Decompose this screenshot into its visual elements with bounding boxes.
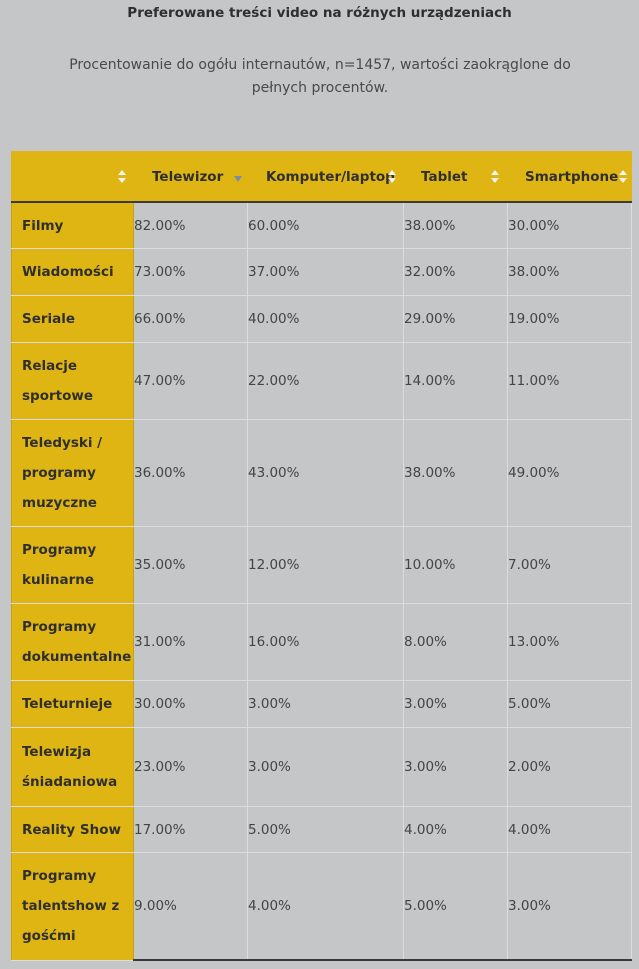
row-label: Programy kulinarne [11,526,134,604]
table-cell: 3.00% [403,727,508,807]
table-cell: 17.00% [133,806,248,853]
row-label: Relacje sportowe [11,342,134,420]
table-cell: 8.00% [403,603,508,681]
table-row: Programy dokumentalne 31.00% 16.00% 8.00… [11,603,632,681]
table-cell: 14.00% [403,342,508,420]
table-cell: 38.00% [507,248,632,296]
table-cell: 49.00% [507,419,632,527]
column-header-komputer[interactable]: Komputer/laptop [247,151,404,203]
sort-arrows-icon[interactable] [619,168,627,186]
table-cell: 47.00% [133,342,248,420]
table-cell: 22.00% [247,342,404,420]
table-cell: 29.00% [403,295,508,343]
row-label: Reality Show [11,806,134,853]
table-cell: 5.00% [403,852,508,961]
table-header-row: Telewizor Komputer/laptop Tablet Smartph… [11,151,632,203]
table-cell: 11.00% [507,342,632,420]
table-cell: 4.00% [403,806,508,853]
column-header-category[interactable] [11,151,134,203]
sort-arrows-icon[interactable] [388,168,396,186]
table-cell: 36.00% [133,419,248,527]
table-cell: 40.00% [247,295,404,343]
column-header-label: Telewizor [152,169,224,185]
table-cell: 60.00% [247,201,404,249]
table-cell: 66.00% [133,295,248,343]
table-row: Reality Show 17.00% 5.00% 4.00% 4.00% [11,806,632,853]
row-label: Filmy [11,201,134,249]
table-row: Teleturnieje 30.00% 3.00% 3.00% 5.00% [11,680,632,728]
table-cell: 5.00% [507,680,632,728]
table-cell: 38.00% [403,201,508,249]
sort-arrows-icon[interactable] [118,168,126,186]
table-row: Telewizja śniadaniowa 23.00% 3.00% 3.00%… [11,727,632,807]
table-cell: 2.00% [507,727,632,807]
column-header-label: Tablet [421,169,468,185]
table-cell: 4.00% [247,852,404,961]
row-label: Wiadomości [11,248,134,296]
table-cell: 13.00% [507,603,632,681]
table-cell: 19.00% [507,295,632,343]
sort-arrows-icon[interactable] [491,168,499,186]
table-cell: 3.00% [403,680,508,728]
table-row: Relacje sportowe 47.00% 22.00% 14.00% 11… [11,342,632,420]
table-cell: 23.00% [133,727,248,807]
table-row: Teledyski / programy muzyczne 36.00% 43.… [11,419,632,527]
table-row: Programy kulinarne 35.00% 12.00% 10.00% … [11,526,632,604]
table-row: Seriale 66.00% 40.00% 29.00% 19.00% [11,295,632,343]
row-label: Telewizja śniadaniowa [11,727,134,807]
column-header-tablet[interactable]: Tablet [403,151,508,203]
table-cell: 10.00% [403,526,508,604]
table-cell: 37.00% [247,248,404,296]
table-cell: 16.00% [247,603,404,681]
table-row: Filmy 82.00% 60.00% 38.00% 30.00% [11,201,632,249]
table-cell: 12.00% [247,526,404,604]
table-cell: 43.00% [247,419,404,527]
column-header-telewizor[interactable]: Telewizor [133,151,248,203]
table-row: Wiadomości 73.00% 37.00% 32.00% 38.00% [11,248,632,296]
table-cell: 73.00% [133,248,248,296]
table-cell: 32.00% [403,248,508,296]
row-label: Programy dokumentalne [11,603,134,681]
table-cell: 3.00% [247,727,404,807]
table-cell: 82.00% [133,201,248,249]
table-row: Programy talentshow z gośćmi 9.00% 4.00%… [11,852,632,961]
table-cell: 3.00% [507,852,632,961]
column-header-label: Komputer/laptop [266,169,395,185]
table-cell: 3.00% [247,680,404,728]
sort-descending-icon[interactable] [234,176,242,182]
row-label: Teleturnieje [11,680,134,728]
row-label: Teledyski / programy muzyczne [11,419,134,527]
table-cell: 31.00% [133,603,248,681]
table-cell: 4.00% [507,806,632,853]
data-table: Telewizor Komputer/laptop Tablet Smartph… [11,151,632,961]
row-label: Seriale [11,295,134,343]
page-subtitle: Procentowanie do ogółu internautów, n=14… [69,57,571,96]
page-title: Preferowane treści video na różnych urzą… [127,5,512,21]
column-header-smartphone[interactable]: Smartphone [507,151,632,203]
table-cell: 30.00% [133,680,248,728]
table-cell: 5.00% [247,806,404,853]
table-cell: 35.00% [133,526,248,604]
column-header-label: Smartphone [525,169,619,185]
table-cell: 38.00% [403,419,508,527]
table-cell: 9.00% [133,852,248,961]
table-cell: 30.00% [507,201,632,249]
table-cell: 7.00% [507,526,632,604]
row-label: Programy talentshow z gośćmi [11,852,134,961]
